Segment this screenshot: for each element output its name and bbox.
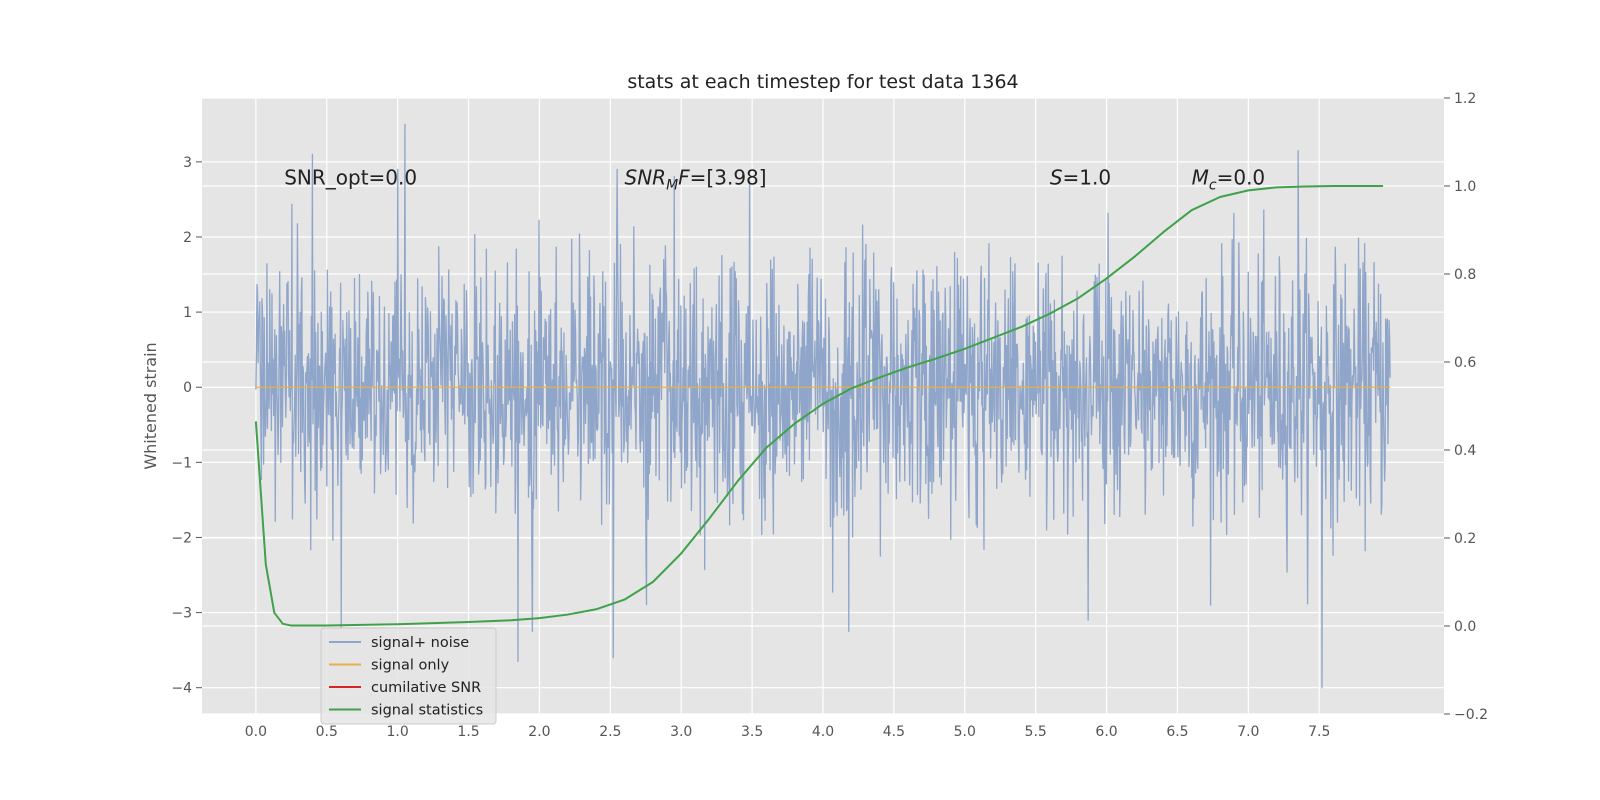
- y2-tick-label: 0.6: [1454, 355, 1476, 371]
- x-tick-label: 7.5: [1308, 724, 1330, 740]
- x-tick-label: 7.0: [1237, 724, 1259, 740]
- x-tick-label: 4.5: [883, 724, 905, 740]
- y2-tick-label: 0.2: [1454, 531, 1476, 547]
- annotation-part: c: [1209, 177, 1217, 193]
- y-tick-label: −4: [171, 681, 192, 697]
- legend-label: signal only: [371, 658, 450, 674]
- x-tick-label: 2.0: [528, 724, 550, 740]
- y-tick-label: −2: [171, 530, 192, 546]
- annotation-part: S: [1050, 165, 1063, 189]
- annotation-part: M: [666, 177, 678, 193]
- x-tick-label: 3.0: [670, 724, 692, 740]
- legend: signal+ noise signal only cumilative SNR si…: [320, 627, 497, 725]
- x-tick-label: 0.0: [245, 724, 267, 740]
- annotation-part: =0.0: [1217, 165, 1266, 189]
- x-tick-label: 4.0: [812, 724, 834, 740]
- series-line-3: [254, 185, 1384, 627]
- annotation-1: SNRMF=[3.98]: [625, 165, 767, 193]
- x-tick-label: 3.5: [741, 724, 763, 740]
- y-tick-label: 0: [183, 380, 192, 396]
- x-tick-label: 0.5: [316, 724, 338, 740]
- x-tick-label: 6.5: [1166, 724, 1188, 740]
- y2-tick-label: 1.0: [1454, 179, 1476, 195]
- x-tick-label: 1.5: [457, 724, 479, 740]
- annotation-3: Mc=0.0: [1192, 165, 1266, 193]
- chart-title: stats at each timestep for test data 136…: [627, 71, 1018, 93]
- annotation-part: SNR: [625, 165, 667, 189]
- x-axis-ticks: 0.0 0.5 1.0 1.5 2.0 2.5 3.0 3.5 4.0 4.5 5.0 5.5 6.0 6…: [245, 724, 1331, 740]
- y-tick-label: 2: [183, 230, 192, 246]
- y2-tick-label: 0.8: [1454, 267, 1476, 283]
- legend-label: signal statistics: [371, 703, 483, 719]
- y2-tick-label: 0.0: [1454, 619, 1476, 635]
- legend-label: cumilative SNR: [371, 680, 481, 696]
- y2-tick-label: 0.4: [1454, 443, 1476, 459]
- annotations: SNR_opt=0.0 SNRMF=[3.98] S=1.0 Mc=0.0: [284, 165, 1265, 193]
- x-tick-label: 1.0: [387, 724, 409, 740]
- annotation-0: SNR_opt=0.0: [284, 165, 417, 189]
- y2-tick-label: −0.2: [1454, 707, 1488, 723]
- series-line-signal-noise: [255, 123, 1391, 689]
- y2-tick-label: 1.2: [1454, 91, 1476, 107]
- annotation-part: SNR_opt=0.0: [284, 165, 417, 189]
- x-tick-label: 5.0: [954, 724, 976, 740]
- annotation-part: =1.0: [1063, 165, 1112, 189]
- annotation-part: M: [1192, 165, 1209, 189]
- x-tick-label: 2.5: [599, 724, 621, 740]
- y2-axis-ticks: 1.2 1.0 0.8 0.6 0.4 0.2 0.0 −0.2: [1444, 91, 1488, 723]
- y-tick-label: −3: [171, 606, 192, 622]
- x-tick-label: 6.0: [1095, 724, 1117, 740]
- annotation-part: =[3.98]: [690, 165, 767, 189]
- y-axis-ticks: 3 2 1 0 −1 −2 −3 −4: [171, 155, 202, 697]
- plot-area: [254, 123, 1391, 689]
- legend-box: [320, 627, 497, 725]
- x-tick-label: 5.5: [1025, 724, 1047, 740]
- annotation-2: S=1.0: [1050, 165, 1111, 189]
- y-axis-title: Whitened strain: [141, 342, 160, 469]
- legend-label: signal+ noise: [371, 635, 469, 651]
- annotation-part: F: [678, 165, 690, 189]
- y-tick-label: 1: [183, 305, 192, 321]
- y-tick-label: 3: [183, 155, 192, 171]
- y-tick-label: −1: [171, 455, 192, 471]
